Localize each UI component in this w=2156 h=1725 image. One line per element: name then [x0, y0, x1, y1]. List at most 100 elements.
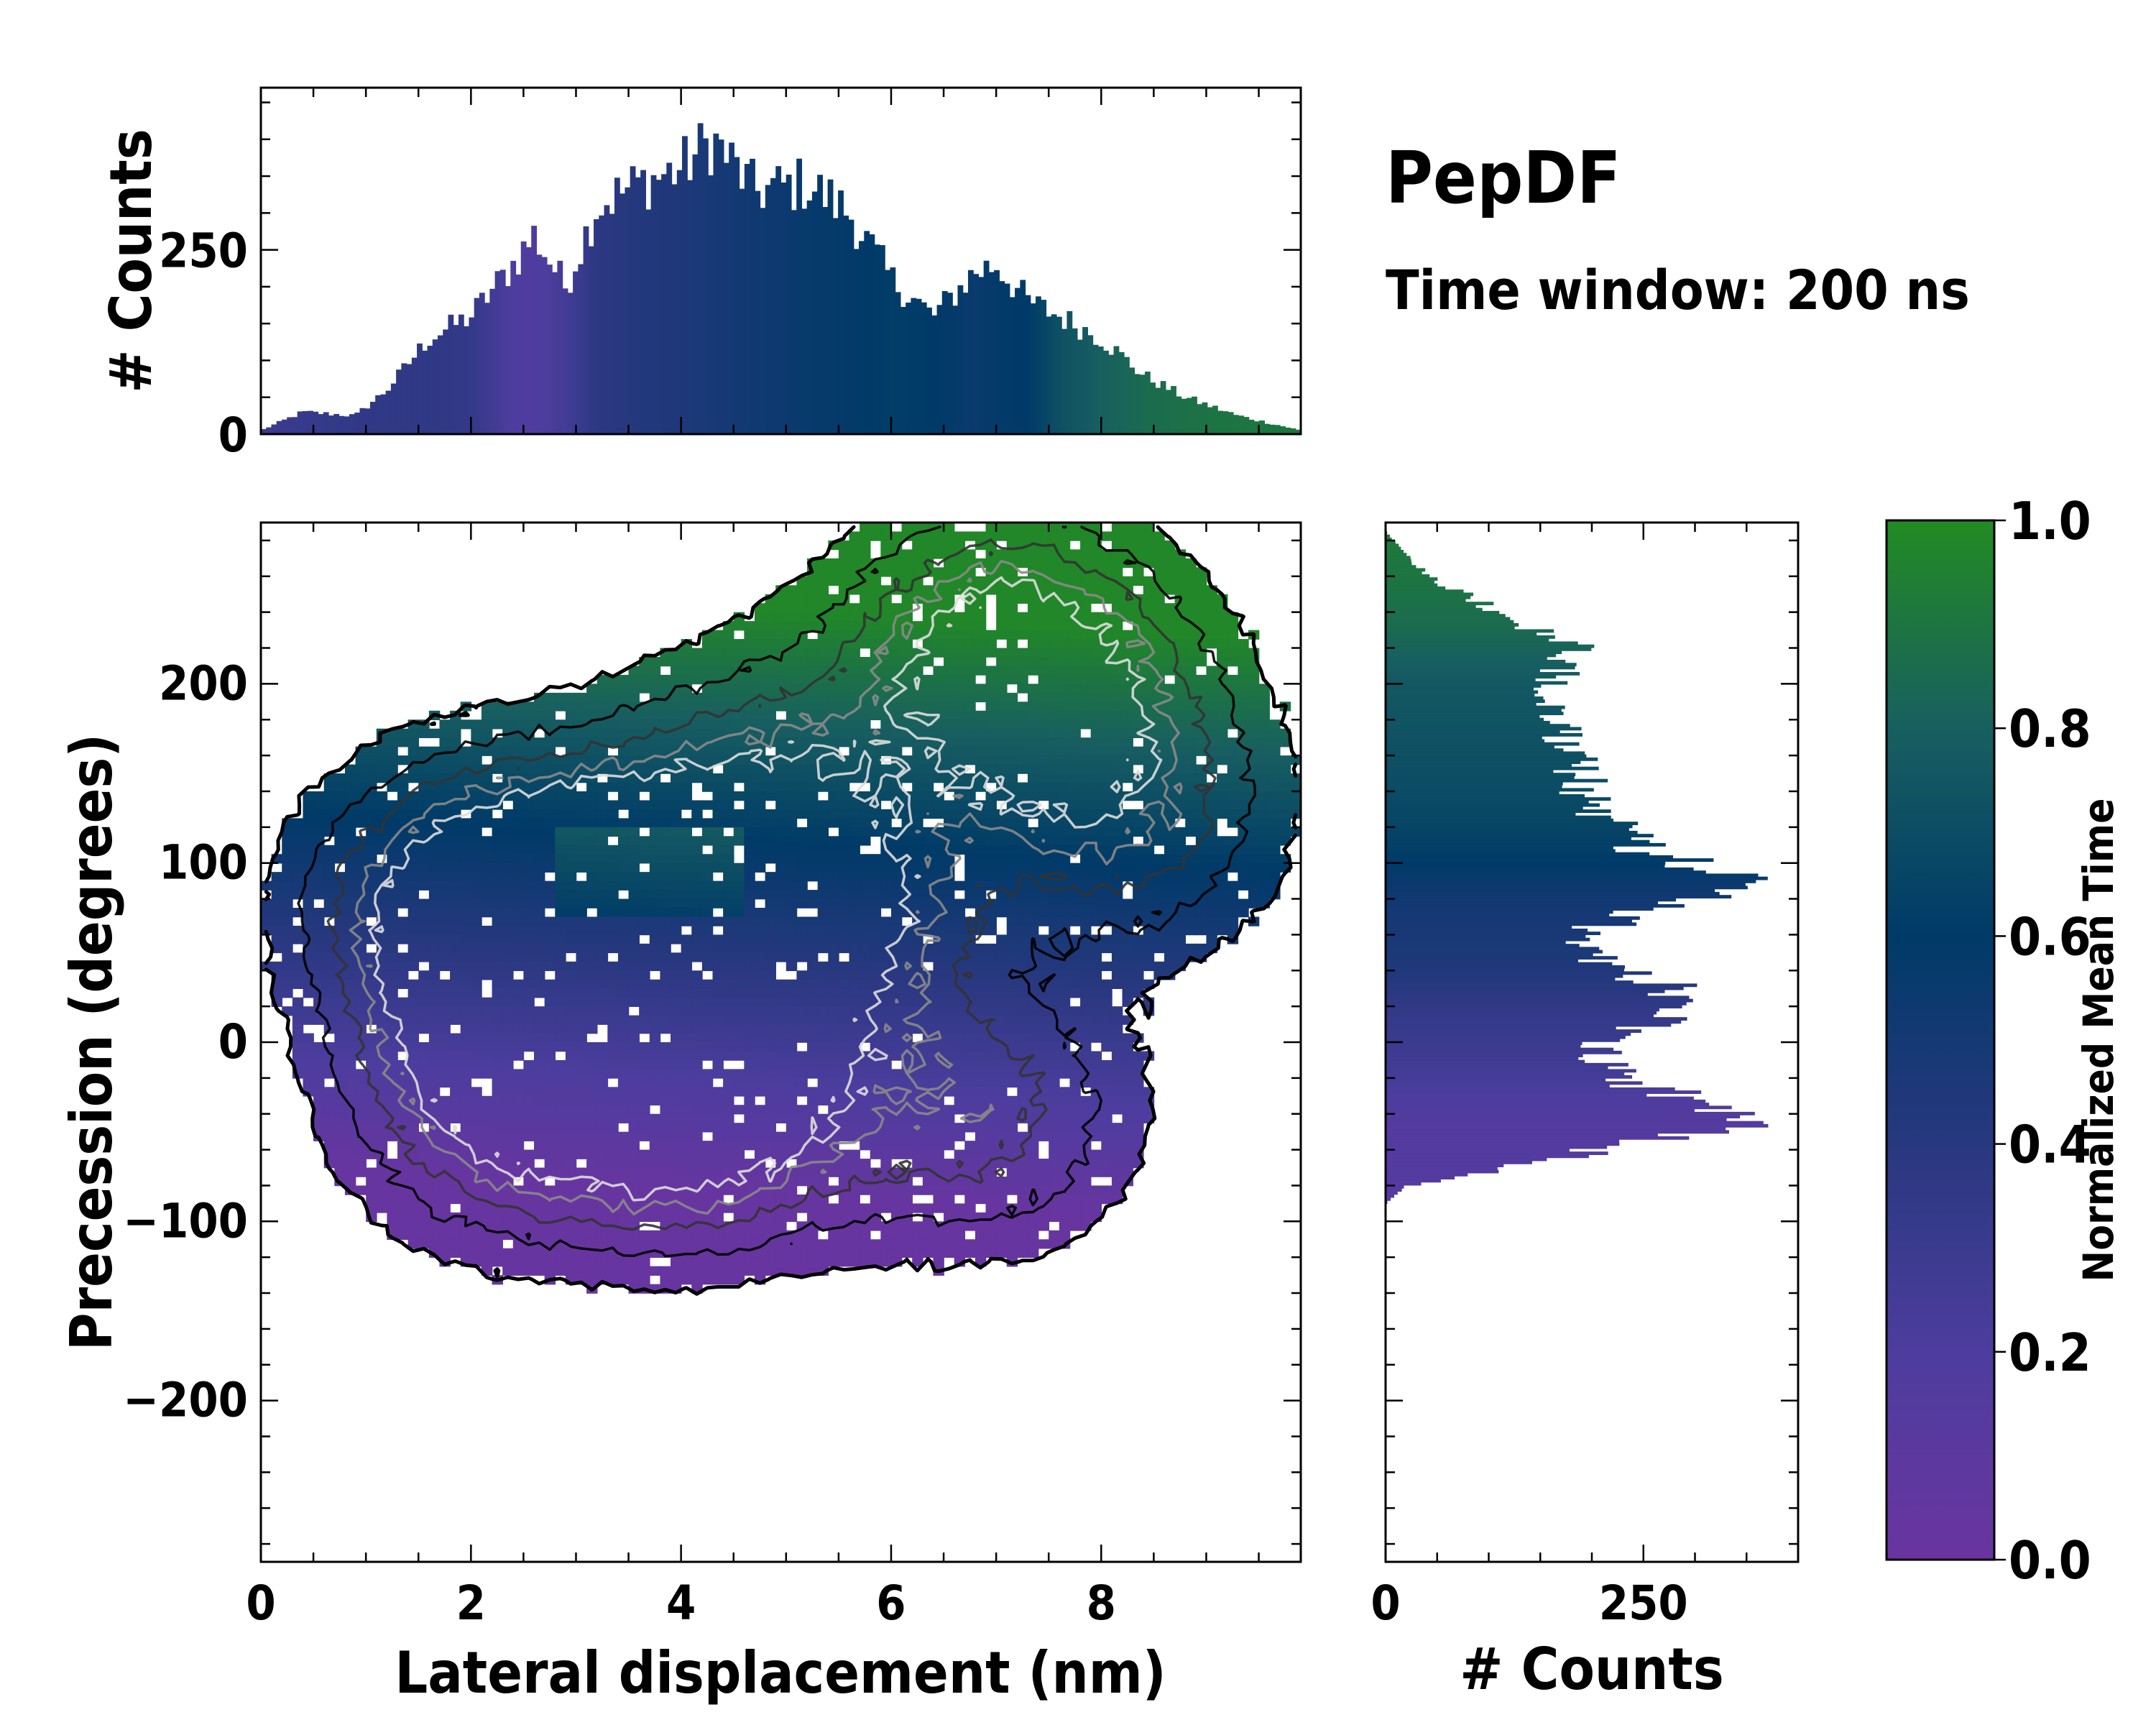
- heatmap-cell: [1238, 710, 1249, 721]
- heatmap-cell: [828, 908, 839, 918]
- top-histogram-bar: [474, 298, 480, 434]
- heatmap-cell: [912, 692, 923, 703]
- heatmap-cell: [975, 845, 987, 855]
- heatmap-cell: [617, 1087, 630, 1097]
- heatmap-cell: [1111, 961, 1123, 972]
- heatmap-cell: [450, 827, 461, 837]
- heatmap-cell: [786, 1077, 798, 1088]
- top-histogram-bar: [801, 208, 808, 434]
- heatmap-cell: [1017, 728, 1028, 738]
- top-histogram-bar: [817, 175, 823, 434]
- heatmap-cell: [481, 908, 493, 918]
- heatmap-cell: [733, 764, 745, 774]
- heatmap-cell: [512, 880, 525, 891]
- heatmap-cell: [1038, 916, 1050, 926]
- heatmap-cell: [565, 827, 577, 837]
- heatmap-cell: [796, 603, 808, 613]
- heatmap-cell: [1027, 612, 1039, 622]
- heatmap-cell: [407, 925, 420, 936]
- heatmap-cell: [712, 1087, 724, 1097]
- heatmap-cell: [544, 961, 556, 972]
- heatmap-cell: [376, 934, 388, 944]
- heatmap-cell: [681, 880, 693, 891]
- heatmap-cell: [733, 692, 745, 703]
- heatmap-cell: [334, 1059, 346, 1070]
- heatmap-cell: [701, 656, 714, 667]
- heatmap-cell: [1006, 934, 1018, 944]
- heatmap-cell: [1090, 764, 1102, 774]
- heatmap-cell: [492, 934, 503, 944]
- heatmap-cell: [355, 1077, 367, 1088]
- top-histogram-bar: [520, 241, 527, 434]
- heatmap-cell: [439, 1105, 451, 1115]
- heatmap-cell: [985, 523, 997, 533]
- heatmap-cell: [933, 836, 944, 846]
- heatmap-cell: [313, 1069, 325, 1079]
- heatmap-cell: [617, 1105, 630, 1115]
- heatmap-cell: [1153, 782, 1165, 792]
- heatmap-cell: [407, 1024, 420, 1034]
- heatmap-cell: [1027, 979, 1039, 990]
- heatmap-cell: [985, 710, 997, 721]
- heatmap-cell: [1006, 692, 1018, 703]
- heatmap-cell: [1049, 880, 1060, 891]
- heatmap-cells: [261, 523, 1301, 1294]
- heatmap-cell: [1185, 908, 1197, 918]
- heatmap-cell: [922, 1077, 934, 1088]
- heatmap-cell: [1017, 630, 1028, 640]
- heatmap-cell: [1059, 862, 1071, 873]
- heatmap-cell: [502, 1015, 514, 1025]
- heatmap-cell: [671, 1059, 682, 1070]
- heatmap-cell: [996, 943, 1008, 954]
- heatmap-cell: [691, 970, 703, 980]
- heatmap-cell: [607, 872, 619, 882]
- heatmap-cell: [628, 674, 640, 685]
- heatmap-cell: [407, 854, 420, 864]
- heatmap-cell: [807, 934, 819, 944]
- heatmap-cell: [880, 612, 892, 622]
- heatmap-cell: [1027, 648, 1039, 658]
- heatmap-cell: [996, 531, 1008, 541]
- heatmap-cell: [366, 1042, 377, 1052]
- heatmap-cell: [985, 1006, 997, 1016]
- heatmap-cell: [744, 755, 755, 765]
- heatmap-cell: [733, 809, 745, 819]
- heatmap-cell: [1227, 746, 1239, 756]
- heatmap-cell: [838, 656, 850, 667]
- heatmap-cell: [1143, 880, 1155, 891]
- heatmap-cell: [849, 1024, 860, 1034]
- heatmap-cell: [954, 710, 966, 721]
- heatmap-cell: [1038, 890, 1050, 900]
- heatmap-cell: [1038, 549, 1050, 559]
- heatmap-cell: [828, 684, 839, 694]
- heatmap-cell: [596, 979, 609, 990]
- heatmap-cell: [849, 997, 860, 1007]
- heatmap-cell: [1049, 827, 1060, 837]
- heatmap-cell: [428, 1105, 441, 1115]
- heatmap-cell: [922, 773, 934, 783]
- heatmap-cell: [985, 648, 997, 658]
- heatmap-cell: [523, 800, 535, 810]
- top-histogram-bar: [359, 408, 366, 434]
- top-histogram-bar: [1212, 405, 1218, 434]
- heatmap-cell: [701, 746, 714, 756]
- heatmap-cell: [975, 737, 987, 748]
- heatmap-cell: [596, 809, 609, 819]
- heatmap-cell: [975, 890, 987, 900]
- heatmap-cell: [807, 1087, 819, 1097]
- heatmap-cell: [691, 934, 703, 944]
- heatmap-cell: [596, 997, 609, 1007]
- heatmap-cell: [387, 746, 398, 756]
- heatmap-cell: [544, 1069, 556, 1079]
- heatmap-cell: [954, 621, 966, 631]
- heatmap-cell: [912, 961, 923, 972]
- heatmap-cell: [576, 836, 587, 846]
- heatmap-cell: [565, 1087, 577, 1097]
- heatmap-cell: [282, 988, 293, 998]
- heatmap-cell: [671, 836, 682, 846]
- heatmap-cell: [765, 872, 776, 882]
- heatmap-cell: [691, 898, 703, 908]
- heatmap-cell: [1090, 862, 1102, 873]
- heatmap-cell: [418, 791, 430, 801]
- heatmap-cell: [271, 872, 283, 882]
